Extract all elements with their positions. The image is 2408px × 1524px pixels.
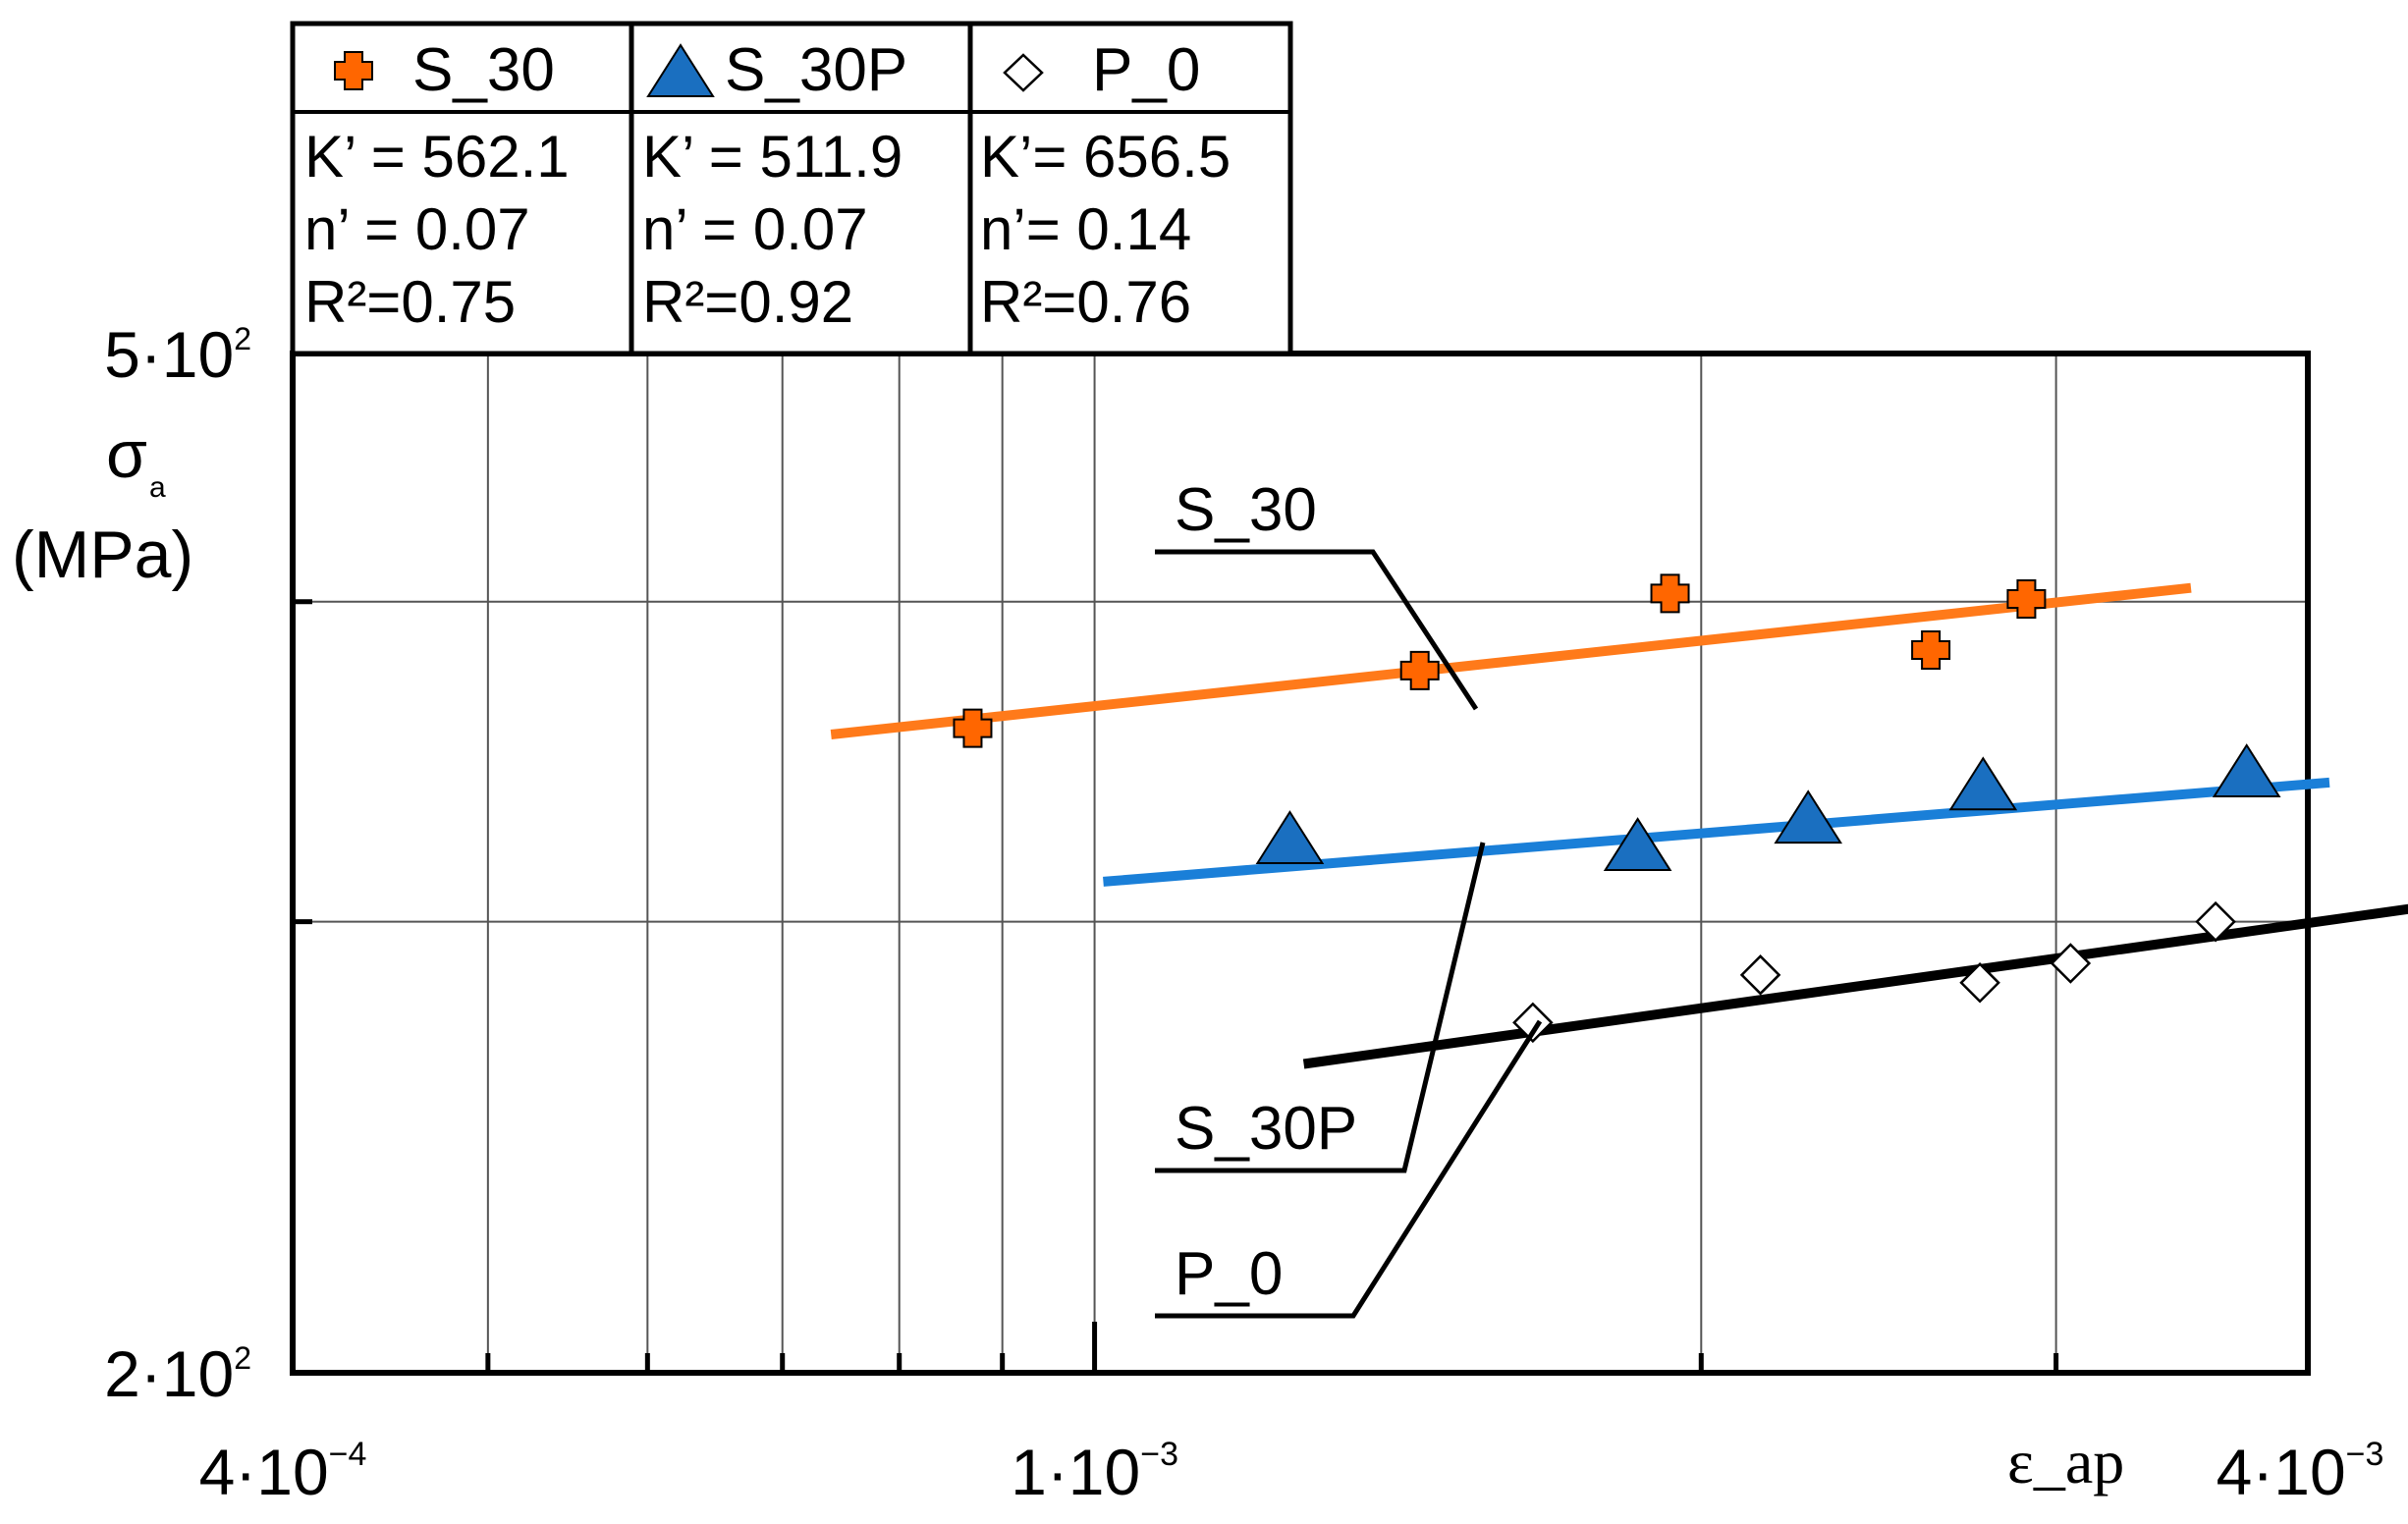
fit-line-s_30 bbox=[830, 582, 2192, 739]
data-point-s_30p bbox=[1948, 756, 2018, 811]
y-axis-symbol: σa bbox=[106, 417, 166, 504]
data-point-s_30p bbox=[2212, 743, 2281, 797]
legend-entry-s30: S_30 bbox=[334, 36, 555, 104]
callout-label-p_0: P_0 bbox=[1175, 1240, 1283, 1308]
plot-area-frame bbox=[290, 351, 2311, 1376]
s30p-k-value: K’ = 511.9 bbox=[642, 124, 903, 190]
data-point-s_30 bbox=[953, 708, 993, 748]
s30-n-value: n’ = 0.07 bbox=[304, 196, 530, 262]
s30p-r2-value: R²=0.92 bbox=[642, 269, 853, 335]
s30p-n-value: n’ = 0.07 bbox=[642, 196, 868, 262]
s30-k-value: K’ = 562.1 bbox=[304, 124, 570, 190]
legend-entry-p0: P_0 bbox=[1003, 36, 1200, 104]
callout-label-s_30p: S_30P bbox=[1175, 1095, 1357, 1163]
data-point-p_0 bbox=[1512, 1002, 1554, 1044]
legend-label-s30: S_30 bbox=[412, 36, 555, 104]
y-tick-label: 5·102 bbox=[104, 318, 251, 391]
x-tick-label: 1·10−3 bbox=[1011, 1436, 1178, 1508]
callout-leader-s_30p bbox=[1155, 842, 1486, 1173]
x-tick-labels: 4·10−4 1·10−3 4·10−3 bbox=[199, 1436, 2384, 1508]
y-axis-unit: (MPa) bbox=[12, 517, 193, 592]
plus-marker-icon bbox=[334, 51, 373, 90]
legend-label-p0: P_0 bbox=[1092, 36, 1200, 104]
x-tick-label: 4·10−4 bbox=[199, 1436, 367, 1508]
data-point-p_0 bbox=[2050, 943, 2092, 984]
fit-line-p_0 bbox=[1302, 903, 2408, 1069]
callout-label-s_30: S_30 bbox=[1175, 476, 1317, 544]
series-callouts: S_30 S_30P P_0 bbox=[1155, 476, 1543, 1319]
legend-label-s30p: S_30P bbox=[725, 36, 907, 104]
data-point-s_30p bbox=[1255, 810, 1325, 864]
triangle-marker-icon bbox=[646, 43, 715, 97]
y-tick-labels: 5·102 2·102 bbox=[104, 318, 251, 1410]
data-point-s_30p bbox=[1774, 789, 1843, 844]
diamond-marker-icon bbox=[1003, 53, 1044, 92]
p0-n-value: n’= 0.14 bbox=[980, 196, 1191, 262]
data-point-p_0 bbox=[1739, 954, 1781, 996]
x-axis-label: ε_ap bbox=[2007, 1427, 2124, 1497]
y-tick-label: 2·102 bbox=[104, 1337, 251, 1410]
grid bbox=[293, 354, 2308, 1373]
p0-k-value: K’= 656.5 bbox=[980, 124, 1231, 190]
x-tick-label: 4·10−3 bbox=[2216, 1436, 2384, 1508]
legend-entry-s30p: S_30P bbox=[646, 36, 907, 104]
fit-line-s_30p bbox=[1103, 777, 2330, 887]
data-point-s_30 bbox=[1911, 629, 1951, 670]
data-point-p_0 bbox=[2195, 900, 2236, 943]
data-points bbox=[953, 573, 2281, 1044]
fit-lines bbox=[830, 582, 2408, 1069]
callout-leader-s_30 bbox=[1155, 549, 1479, 711]
data-point-s_30 bbox=[1650, 573, 1690, 614]
data-point-s_30 bbox=[1399, 650, 1440, 690]
p0-r2-value: R²=0.76 bbox=[980, 269, 1191, 335]
y-axis-label: σa (MPa) bbox=[12, 417, 193, 592]
s30-r2-value: R²=0.75 bbox=[304, 269, 516, 335]
data-point-s_30p bbox=[1603, 817, 1672, 872]
axis-ticks bbox=[293, 599, 2059, 1373]
data-point-p_0 bbox=[1959, 961, 2000, 1004]
legend-table: S_30 S_30P P_0 K’ = 562.1 n’ = 0.07 R²=0… bbox=[290, 21, 1293, 356]
data-point-s_30 bbox=[2006, 578, 2047, 619]
callout-leader-p_0 bbox=[1155, 1019, 1543, 1319]
